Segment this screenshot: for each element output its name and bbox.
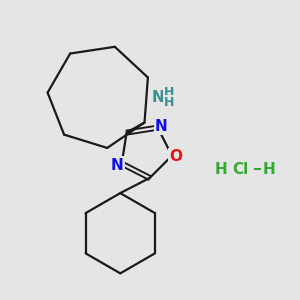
Text: N: N: [155, 119, 168, 134]
Text: H: H: [164, 96, 174, 109]
Text: Cl: Cl: [232, 162, 249, 177]
Text: O: O: [169, 149, 183, 164]
Text: H: H: [164, 86, 174, 99]
Text: H: H: [262, 162, 275, 177]
Text: N: N: [111, 158, 123, 172]
Text: H: H: [215, 162, 228, 177]
Text: N: N: [152, 90, 165, 105]
